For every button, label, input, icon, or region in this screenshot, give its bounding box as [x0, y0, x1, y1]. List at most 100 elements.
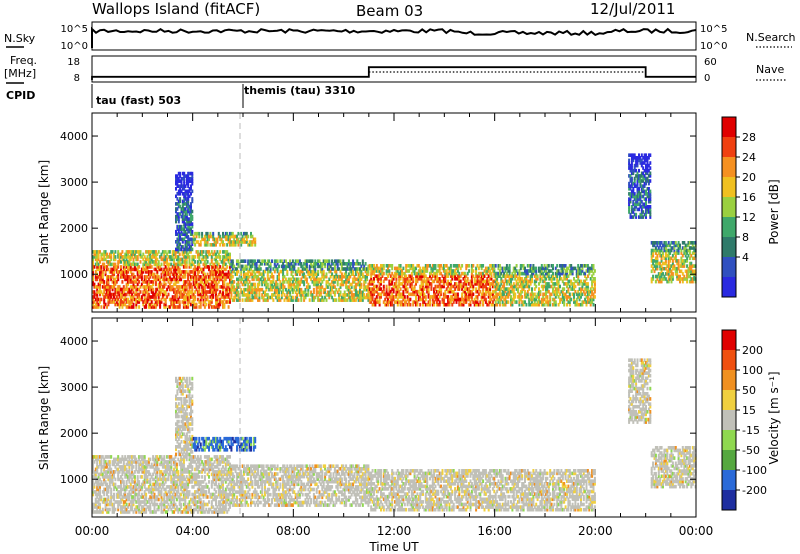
echo-cell [408, 274, 410, 278]
echo-cell [633, 156, 636, 160]
echo-cell [435, 300, 438, 304]
echo-cell [403, 287, 406, 291]
echo-cell [475, 295, 478, 299]
echo-cell [227, 252, 230, 257]
echo-cell [229, 297, 231, 302]
echo-cell [456, 287, 459, 291]
echo-cell [139, 297, 142, 302]
echo-cell [293, 262, 296, 266]
echo-cell [188, 179, 191, 183]
echo-cell [175, 300, 178, 304]
echo-cell [515, 269, 518, 273]
echo-cell [184, 275, 187, 279]
echo-cell [203, 234, 206, 239]
echo-cell [132, 252, 135, 257]
echo-cell [103, 255, 106, 259]
echo-cell [663, 246, 666, 250]
echo-cell [325, 293, 328, 297]
nave-tick-bottom: 0 [704, 73, 710, 84]
echo-cell [435, 271, 438, 276]
echo-cell [676, 261, 679, 266]
echo-cell [645, 215, 647, 219]
echo-cell [311, 274, 314, 279]
echo-cell [496, 279, 499, 284]
echo-cell [677, 246, 680, 250]
echo-cell [361, 293, 364, 297]
echo-cell [262, 274, 265, 279]
echo-cell [444, 274, 447, 278]
echo-cell [512, 297, 515, 302]
echo-cell [318, 259, 321, 263]
echo-cell [549, 300, 552, 304]
echo-cell [482, 302, 485, 307]
echo-cell [195, 277, 198, 282]
echo-cell [398, 284, 401, 289]
echo-cell [307, 282, 310, 287]
echo-cell [526, 282, 529, 286]
echo-cell [220, 260, 223, 264]
echo-cell [293, 264, 296, 269]
echo-cell [179, 179, 182, 183]
echo-cell [472, 284, 475, 289]
echo-cell [325, 298, 328, 302]
echo-cell [307, 285, 310, 289]
echo-cell [160, 275, 163, 279]
echo-cell [121, 302, 124, 307]
echo-cell [213, 280, 216, 284]
echo-cell [653, 243, 656, 248]
echo-cell [434, 297, 437, 302]
echo-cell [424, 269, 427, 273]
echo-cell [475, 266, 478, 271]
echo-cell [215, 265, 217, 269]
echo-cell [630, 163, 633, 168]
echo-cell [164, 257, 167, 262]
echo-cell [184, 250, 187, 254]
echo-cell [255, 290, 258, 295]
echo-cell [268, 264, 271, 269]
echo-cell [639, 202, 642, 207]
echo-cell [528, 284, 531, 289]
echo-cell [632, 194, 635, 199]
echo-cell [171, 265, 174, 269]
echo-cell [241, 298, 244, 302]
echo-cell [507, 274, 510, 278]
echo-cell [184, 257, 187, 262]
echo-cell [166, 262, 169, 267]
echo-cell [633, 197, 636, 201]
echo-cell [371, 289, 374, 294]
echo-cell [531, 266, 533, 271]
echo-cell [213, 265, 216, 269]
echo-cell [477, 287, 480, 291]
echo-cell [347, 290, 350, 295]
echo-cell [252, 259, 255, 263]
echo-cell [680, 261, 683, 266]
echo-cell [591, 300, 594, 304]
echo-cell [354, 290, 357, 295]
echo-cell [531, 287, 533, 291]
echo-cell [491, 264, 494, 268]
echo-cell [153, 305, 156, 309]
echo-cell [220, 275, 223, 279]
echo-cell [208, 252, 210, 257]
echo-cell [454, 295, 457, 299]
echo-cell [402, 295, 405, 299]
echo-cell [345, 272, 348, 276]
echo-cell [633, 202, 636, 207]
echo-cell [220, 270, 223, 274]
echo-cell [271, 282, 273, 287]
echo-cell [652, 253, 655, 258]
echo-cell [650, 241, 653, 245]
echo-cell [361, 298, 364, 302]
echo-cell [261, 287, 264, 292]
echo-cell [305, 277, 308, 282]
echo-cell [391, 292, 394, 297]
echo-cell [183, 174, 186, 178]
echo-cell [217, 252, 220, 257]
echo-cell [345, 274, 348, 279]
echo-cell [643, 176, 646, 181]
echo-cell [215, 275, 217, 279]
echo-cell [455, 277, 458, 281]
echo-cell [642, 176, 645, 181]
echo-cell [210, 265, 213, 269]
echo-cell [280, 285, 283, 289]
